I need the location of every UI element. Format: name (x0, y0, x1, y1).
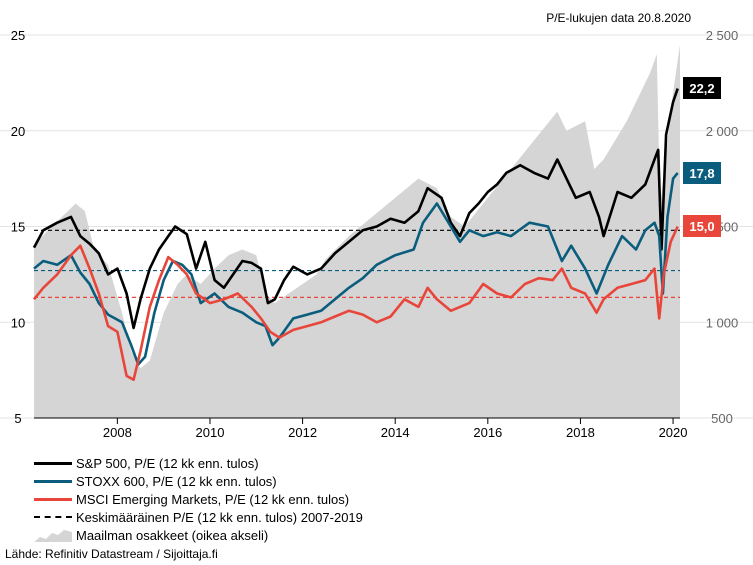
legend-label-stoxx600: STOXX 600, P/E (12 kk enn. tulos) (76, 473, 277, 489)
legend-label-world-stocks: Maailman osakkeet (oikea akseli) (76, 527, 269, 543)
y-right-tick-label: 500 (711, 411, 733, 426)
sp500-line (32, 88, 679, 330)
end-label-sp500-box (683, 77, 721, 99)
legend-swatch-msci-em (34, 497, 72, 501)
stoxx600-line (33, 172, 679, 366)
x-tick-label: 2016 (473, 425, 502, 440)
end-label-stoxx600: 17,8 (683, 162, 721, 184)
y-left-tick-label: 5 (14, 411, 21, 426)
y-right-tick-label: 2 000 (706, 124, 739, 139)
y-left-tick-label: 15 (11, 220, 25, 235)
x-tick-label: 2008 (103, 425, 132, 440)
y-right-tick-label: 2 500 (706, 28, 739, 43)
x-tick-label: 2018 (566, 425, 595, 440)
legend-swatch-world-stocks (34, 530, 72, 542)
end-label-sp500-text: 22,2 (689, 81, 714, 96)
legend: S&P 500, P/E (12 kk enn. tulos) STOXX 60… (34, 454, 363, 544)
world-stocks-area (34, 44, 680, 418)
y-left-tick-label: 20 (11, 124, 25, 139)
end-label-msci-em-text: 15,0 (689, 219, 714, 234)
legend-item-average: Keskimääräinen P/E (12 kk enn. tulos) 20… (34, 508, 363, 526)
y-left-tick-label: 10 (11, 315, 25, 330)
legend-label-msci-em: MSCI Emerging Markets, P/E (12 kk enn. t… (76, 491, 350, 507)
msci-em-line (32, 225, 679, 382)
legend-label-sp500: S&P 500, P/E (12 kk enn. tulos) (76, 455, 259, 471)
x-tick-label: 2010 (196, 425, 225, 440)
y-left-tick-label: 25 (11, 28, 25, 43)
series-lines (32, 88, 679, 382)
end-label-stoxx600-box (683, 162, 721, 184)
legend-label-average: Keskimääräinen P/E (12 kk enn. tulos) 20… (76, 509, 363, 525)
legend-item-stoxx600: STOXX 600, P/E (12 kk enn. tulos) (34, 472, 363, 490)
legend-swatch-average (34, 516, 72, 518)
area-layer (34, 44, 680, 418)
chart-note: P/E-lukujen data 20.8.2020 (546, 11, 691, 25)
source-note: Lähde: Refinitiv Datastream / Sijoittaja… (5, 547, 218, 561)
x-tick-label: 2014 (381, 425, 410, 440)
end-label-msci-em-box (683, 215, 721, 237)
end-label-msci-em: 15,0 (683, 215, 721, 237)
legend-item-world-stocks: Maailman osakkeet (oikea akseli) (34, 526, 363, 544)
legend-swatch-stoxx600 (34, 479, 72, 483)
x-tick-label: 2012 (288, 425, 317, 440)
y-right-tick-label: 1 000 (706, 315, 739, 330)
end-label-stoxx600-text: 17,8 (689, 166, 714, 181)
x-tick-label: 2020 (659, 425, 688, 440)
legend-item-msci-em: MSCI Emerging Markets, P/E (12 kk enn. t… (34, 490, 363, 508)
end-labels: 22,2 17,8 15,0 (683, 77, 721, 237)
legend-item-sp500: S&P 500, P/E (12 kk enn. tulos) (34, 454, 363, 472)
legend-swatch-sp500 (34, 461, 72, 465)
end-label-sp500: 22,2 (683, 77, 721, 99)
